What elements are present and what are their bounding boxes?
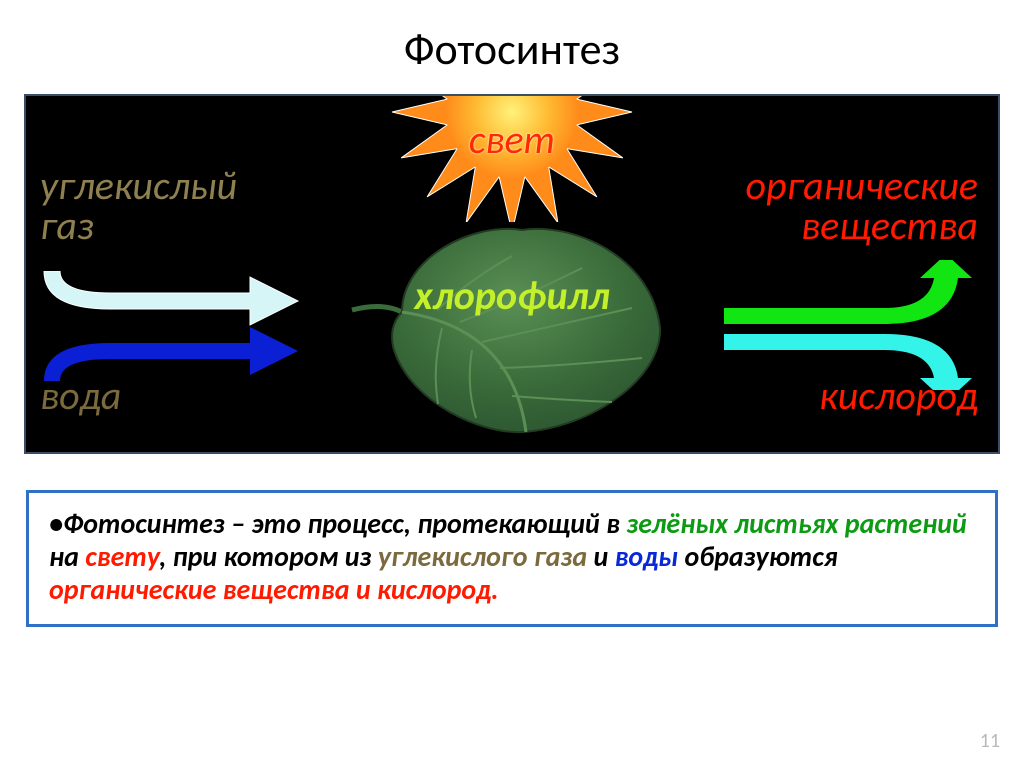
label-chlorophyll: хлорофилл <box>414 276 609 316</box>
photosynthesis-diagram: свет углекислыйгаз вода органическиевеще… <box>24 94 1000 454</box>
leaf-icon <box>342 218 682 438</box>
label-light: свет <box>469 120 556 160</box>
arrows-output-icon <box>724 260 984 390</box>
label-co2: углекислыйгаз <box>40 166 237 246</box>
page-title: Фотосинтез <box>0 0 1024 94</box>
definition-box: •Фотосинтез – это процесс, протекающий в… <box>26 490 998 627</box>
label-water: вода <box>40 376 121 416</box>
slide-number: 11 <box>980 729 1000 753</box>
arrows-input-icon <box>40 271 300 381</box>
label-organic: органическиевещества <box>746 166 978 246</box>
